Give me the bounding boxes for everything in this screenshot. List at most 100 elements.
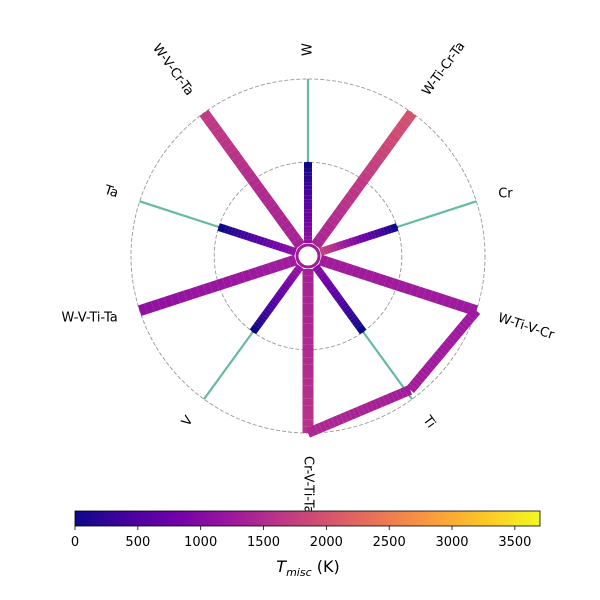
data-segment [319,247,325,256]
data-segment [265,238,272,248]
data-segment [285,277,294,286]
data-segment [367,159,381,172]
connector-segment [314,422,323,435]
data-segment [137,303,148,316]
spoke-label: Cr-V-Ti-Ta [301,456,316,514]
data-segment [396,280,407,293]
data-segment [383,226,389,235]
data-segment [287,254,298,268]
connector-segment [318,421,327,433]
data-segment [359,170,373,183]
spoke-label: Cr [498,187,513,202]
data-line-group [137,109,481,438]
data-segment [263,307,272,316]
data-segment [386,225,393,234]
connector-segment [444,337,456,347]
spoke-label: W-Ti-Cr-Ta [420,39,469,98]
data-segment [271,209,285,222]
center-ring [295,243,321,269]
data-segment [231,153,245,166]
data-segment [330,288,339,297]
data-segment [334,294,343,302]
connector-segment [431,353,442,364]
data-segment [339,198,353,211]
connector-segment [406,383,417,394]
colorbar-title: Tmisc (K) [276,557,339,579]
connector-segment [327,417,336,429]
data-segment [416,286,427,300]
data-segment [435,292,446,306]
data-end-cap [304,161,312,169]
data-segment [293,266,302,275]
data-segment [347,237,354,247]
data-segment [265,305,274,313]
data-segment [289,272,298,280]
data-segment [399,115,413,128]
data-segment [284,245,291,254]
colorbar-tick-label: 2500 [373,535,406,550]
data-segment [326,283,335,291]
data-segment [363,232,370,242]
data-segment [222,275,233,289]
data-segment [331,259,342,272]
data-end-cap [251,325,259,333]
connector-segment [369,399,379,411]
data-segment [263,198,277,211]
data-segment [267,203,281,216]
colorbar: 0 500 1000 1500 2000 2500 3000 3500 Tmisc (K) [71,510,541,579]
connector-segment [420,366,431,377]
connector-segment [323,419,332,431]
data-segment [287,246,294,255]
data-segment [278,242,285,252]
data-segment [281,283,290,291]
data-segment [347,186,361,199]
data-segment [183,288,194,302]
data-segment [170,292,181,306]
spoke-label: Ti [419,413,438,432]
connector-segment [464,314,475,324]
data-segment [351,318,361,327]
data-segment [354,235,361,245]
spoke-label: Ta [101,182,120,201]
data-segment [316,269,325,278]
colorbar-tick-label: 1500 [247,535,280,550]
connector-segment [461,317,472,328]
data-segment [353,321,363,329]
data-segment [255,318,265,327]
spoke-label: W-V-Ti-Ta [61,310,117,325]
data-segment [259,313,268,321]
data-segment [371,153,385,166]
connector-segment [425,360,437,370]
connector-segment [409,380,420,390]
data-segment [383,275,394,289]
colorbar-tick-label: 1000 [184,535,217,550]
data-segment [327,214,341,227]
data-segment [291,269,300,278]
spoke-label: W-Ti-V-Cr [496,311,557,343]
data-segment [370,271,381,285]
data-segment [196,284,207,297]
data-segment [253,321,263,329]
data-segment [277,288,286,297]
data-segment [331,209,345,222]
data-segment [267,261,278,274]
connector-segment [442,340,453,351]
connector-segment [422,363,434,374]
data-segment [379,227,386,237]
data-segment [355,175,369,188]
connector-segment [455,323,467,334]
data-segment [255,235,262,245]
data-segment [227,148,241,161]
connector-segment [458,320,470,331]
connector-segment [417,370,428,380]
data-segment [283,280,292,288]
colorbar-gradient [74,510,541,527]
data-segment [346,310,355,318]
data-segment [403,282,414,295]
data-segment [383,137,397,150]
data-segment [215,131,229,144]
data-segment [223,225,230,234]
data-segment [257,315,266,324]
data-segment [291,247,297,256]
